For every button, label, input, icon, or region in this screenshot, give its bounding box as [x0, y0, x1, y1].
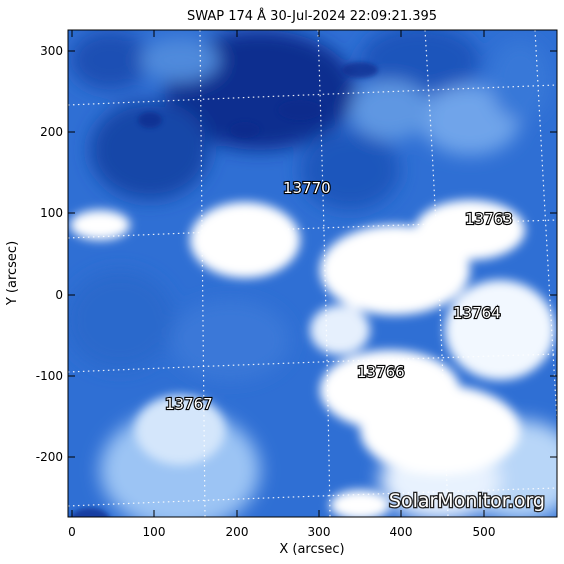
x-axis-label: X (arcsec) [279, 542, 344, 557]
y-tick-label: 100 [40, 206, 63, 220]
active-region-13770: 13770 [283, 179, 331, 197]
active-region-labels: 13770 13763 13764 13766 13767 [164, 178, 514, 414]
x-tick-label: 300 [308, 525, 331, 539]
y-tick-labels: 300 200 100 0 -100 -200 [36, 44, 63, 464]
x-tick-label: 100 [143, 525, 166, 539]
active-region-13767: 13767 [165, 395, 213, 413]
y-tick-label: -100 [36, 369, 63, 383]
x-tick-label: 200 [226, 525, 249, 539]
y-tick-label: -200 [36, 450, 63, 464]
y-axis [68, 50, 557, 458]
x-tick-label: 0 [68, 525, 76, 539]
x-tick-labels: 0 100 200 300 400 500 [68, 525, 495, 539]
active-region-13763: 13763 [465, 210, 513, 228]
watermark: SolarMonitor.org [389, 490, 545, 512]
figure-title: SWAP 174 Å 30-Jul-2024 22:09:21.395 [187, 8, 437, 24]
x-tick-label: 500 [473, 525, 496, 539]
solar-image [68, 30, 557, 517]
y-tick-label: 0 [55, 288, 63, 302]
x-tick-label: 400 [390, 525, 413, 539]
x-axis [71, 30, 485, 517]
active-region-13766: 13766 [357, 363, 405, 381]
y-tick-label: 300 [40, 44, 63, 58]
plot-frame [67, 29, 558, 518]
y-tick-label: 200 [40, 125, 63, 139]
active-region-13764: 13764 [453, 304, 501, 322]
y-axis-label: Y (arcsec) [5, 241, 20, 306]
